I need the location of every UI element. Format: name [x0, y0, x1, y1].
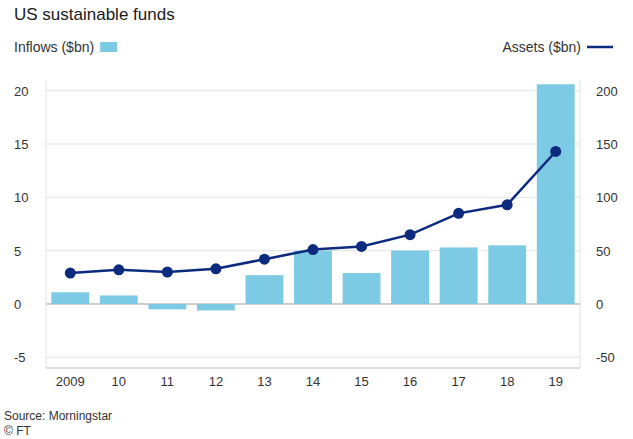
bar [440, 247, 478, 304]
y-tick-label: 20 [14, 84, 28, 99]
grid-line [46, 144, 580, 145]
x-tick-label: 12 [209, 374, 223, 389]
x-tick-label: 19 [548, 374, 562, 389]
marker [308, 244, 319, 255]
bar [197, 304, 235, 310]
x-tick-label: 18 [500, 374, 514, 389]
marker [550, 146, 561, 157]
legend-swatch [587, 46, 613, 49]
title: US sustainable funds [14, 5, 175, 24]
marker [65, 268, 76, 279]
x-tick-label: 15 [354, 374, 368, 389]
marker [356, 241, 367, 252]
x-tick-label: 10 [112, 374, 126, 389]
grid-line [46, 357, 580, 358]
grid-line [46, 197, 580, 198]
bar [343, 273, 381, 304]
x-tick-label: 11 [161, 374, 175, 389]
x-tick-label: 13 [257, 374, 271, 389]
bar [391, 251, 429, 304]
marker [113, 264, 124, 275]
line [70, 151, 555, 273]
marker [502, 199, 513, 210]
x-tick-label: 14 [306, 374, 320, 389]
y-tick-label: 15 [14, 137, 28, 152]
marker [453, 208, 464, 219]
y-axis-line [46, 80, 47, 368]
marker [162, 267, 173, 278]
bar [488, 245, 526, 304]
y2-tick-label: -50 [596, 350, 615, 365]
y2-tick-label: 50 [596, 244, 610, 259]
chart: US sustainable funds-505101520-500501001… [0, 0, 633, 439]
bar [294, 251, 332, 304]
y2-tick-label: 0 [596, 297, 603, 312]
x-tick-label: 16 [403, 374, 417, 389]
plot-area [51, 84, 574, 310]
bar [51, 292, 89, 304]
grid-line [46, 90, 580, 91]
bar [537, 84, 575, 304]
source: Source: Morningstar [4, 409, 112, 423]
y2-tick-label: 150 [596, 137, 618, 152]
y-tick-label: -5 [14, 350, 26, 365]
marker [405, 229, 416, 240]
bar [148, 304, 186, 309]
x-tick-label: 17 [451, 374, 465, 389]
y-tick-label: 5 [14, 244, 21, 259]
y-tick-label: 0 [14, 297, 21, 312]
bar [246, 275, 284, 304]
legend-label: Inflows ($bn) [14, 39, 94, 55]
credit: © FT [4, 424, 32, 438]
legend-swatch [100, 42, 117, 52]
bar [100, 295, 138, 304]
y-tick-label: 10 [14, 190, 28, 205]
y2-tick-label: 100 [596, 190, 618, 205]
marker [210, 263, 221, 274]
x-tick-label: 2009 [56, 374, 85, 389]
legend-label: Assets ($bn) [502, 39, 581, 55]
y2-tick-label: 200 [596, 84, 618, 99]
marker [259, 254, 270, 265]
x-axis-line [46, 368, 580, 369]
y2-axis-line [580, 80, 581, 368]
